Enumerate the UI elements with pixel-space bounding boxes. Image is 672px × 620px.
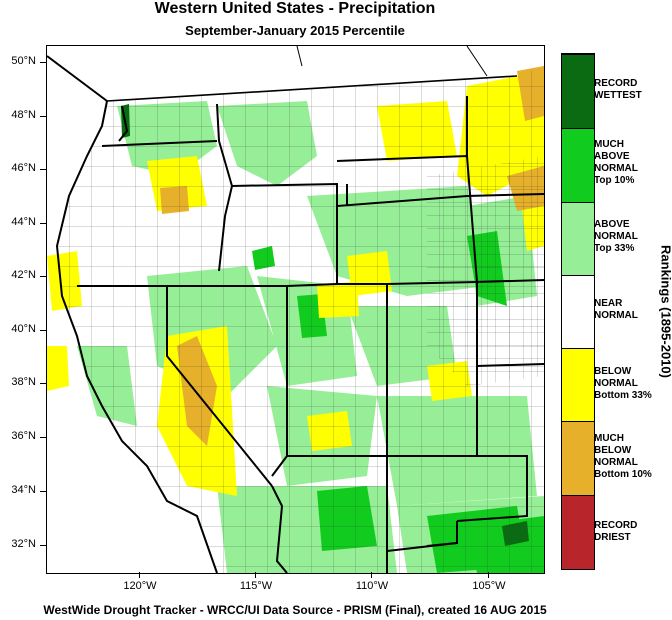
lat-label-46: 46°N: [11, 162, 36, 174]
lat-tick: [40, 223, 46, 224]
legend-label-record-driest: RECORD DRIEST: [594, 520, 638, 543]
lon-tick: [255, 572, 256, 578]
legend-label-much-below: MUCH BELOW NORMAL Bottom 10%: [594, 433, 652, 480]
lat-tick: [40, 437, 46, 438]
legend-swatch-much-below: [562, 421, 594, 495]
lon-label-120: 120°W: [123, 580, 157, 592]
footer-credit: WestWide Drought Tracker - WRCC/UI Data …: [43, 603, 547, 617]
lat-tick: [40, 62, 46, 63]
lon-label-105: 105°W: [472, 580, 506, 592]
lat-tick: [40, 545, 46, 546]
map-canvas: [47, 46, 544, 573]
lat-label-36: 36°N: [11, 430, 36, 442]
lat-tick: [40, 491, 46, 492]
lat-label-34: 34°N: [11, 484, 36, 496]
coastline: [55, 100, 218, 573]
lat-label-44: 44°N: [11, 216, 36, 228]
lat-tick: [40, 169, 46, 170]
legend-swatch-below: [562, 348, 594, 421]
lat-label-42: 42°N: [11, 269, 36, 281]
lon-label-115: 115°W: [239, 580, 273, 592]
precipitation-map: [46, 45, 545, 574]
legend-label-record-wettest: RECORD WETTEST: [594, 78, 642, 101]
lat-label-48: 48°N: [11, 109, 36, 121]
lat-label-32: 32°N: [11, 538, 36, 550]
lat-tick: [40, 116, 46, 117]
lon-tick: [139, 572, 140, 578]
lat-tick: [40, 276, 46, 277]
lat-label-40: 40°N: [11, 323, 36, 335]
lon-label-110: 110°W: [355, 580, 389, 592]
legend-label-below: BELOW NORMAL Bottom 33%: [594, 366, 652, 401]
legend-swatch-near: [562, 275, 594, 348]
legend-title: Rankings (1895-2010): [658, 245, 672, 378]
lon-tick: [371, 572, 372, 578]
lon-tick: [488, 572, 489, 578]
legend-swatch-record-driest: [562, 495, 594, 569]
legend-label-above: ABOVE NORMAL Top 33%: [594, 219, 638, 254]
legend-swatch-record-wettest: [562, 54, 594, 128]
legend-swatch-above: [562, 202, 594, 275]
state-boundaries: [77, 96, 544, 573]
legend-swatch-much-above: [562, 128, 594, 202]
lat-label-38: 38°N: [11, 376, 36, 388]
map-title: Western United States - Precipitation: [154, 0, 436, 17]
lat-tick: [40, 383, 46, 384]
legend-bar: [561, 53, 595, 570]
map-subtitle: September-January 2015 Percentile: [185, 23, 405, 38]
lat-tick: [40, 330, 46, 331]
lat-label-50: 50°N: [11, 55, 36, 67]
legend-label-near: NEAR NORMAL: [594, 298, 638, 321]
legend-label-much-above: MUCH ABOVE NORMAL Top 10%: [594, 139, 638, 186]
